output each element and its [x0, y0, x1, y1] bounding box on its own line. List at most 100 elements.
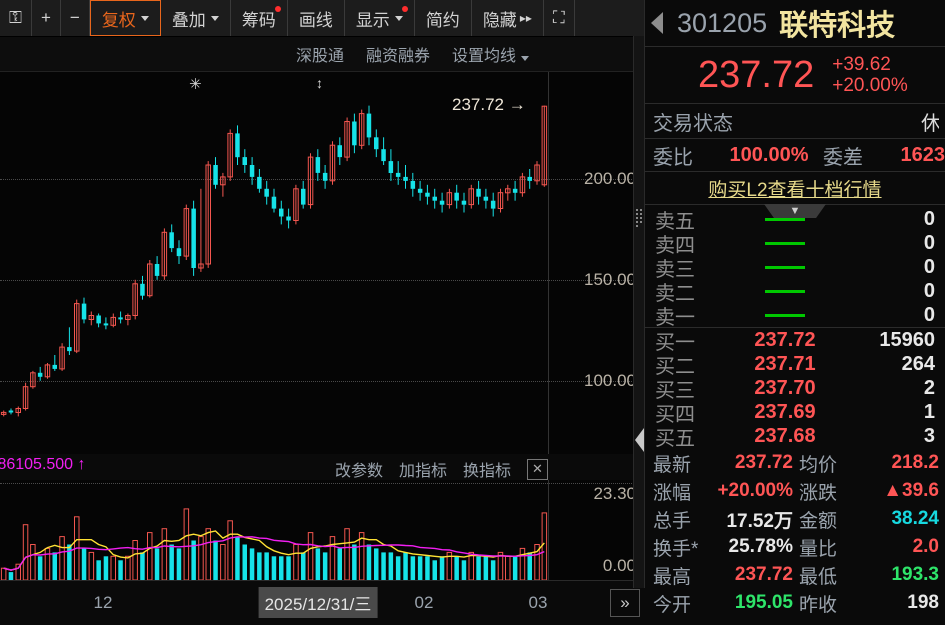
volume-series: [0, 508, 548, 580]
scroll-forward-button[interactable]: »: [610, 589, 640, 617]
toolbar-lock-label: ⚿: [9, 8, 22, 27]
toolbar-chips-button[interactable]: 筹码: [231, 0, 288, 36]
toolbar-adjust-label: 复权: [101, 10, 136, 30]
close-indicator-icon[interactable]: ✕: [527, 458, 548, 480]
toolbar-draw-button[interactable]: 画线: [288, 0, 345, 36]
volume-chart[interactable]: 23.30 0.00: [0, 480, 644, 580]
date-label-02: 02: [414, 593, 434, 612]
order-volume: 0: [923, 255, 935, 278]
toolbar-zoom-out-label: −: [69, 8, 80, 27]
back-arrow-icon[interactable]: [651, 12, 663, 34]
stats-row: 最新 237.72 均价 218.2: [645, 449, 945, 477]
stat-cell: 涨跌 ▲39.6: [799, 478, 945, 505]
stats-table: 最新 237.72 均价 218.2 涨幅 +20.00% 涨跌 ▲39.6 总手 17.52万金…: [645, 448, 945, 617]
no-price-dash-icon: [765, 217, 805, 221]
resize-grip-handle[interactable]: [635, 208, 643, 227]
volume-gridline-top: [0, 483, 644, 484]
ratio-value: 100.00%: [729, 143, 809, 166]
toolbar-overlay-button[interactable]: 叠加: [161, 0, 231, 36]
l2-promo-link[interactable]: 购买L2查看十档行情: [708, 179, 882, 201]
stock-code: 301205: [677, 7, 768, 38]
stat-value: 237.72: [734, 564, 793, 585]
order-volume: 2: [923, 376, 935, 399]
toolbar-adjust-button[interactable]: 复权: [89, 0, 161, 36]
toolbar-chips-label: 筹码: [241, 10, 276, 30]
order-price: 237.69: [754, 400, 816, 423]
sell-order-row[interactable]: 卖二 0: [645, 279, 945, 305]
order-volume: 3: [923, 424, 935, 447]
toolbar-zoom-in-icon[interactable]: +: [32, 0, 61, 36]
stat-label: 昨收: [799, 594, 838, 616]
sell-order-row[interactable]: 卖一 0: [645, 303, 945, 329]
order-volume: 0: [923, 279, 935, 302]
buy-order-row[interactable]: 买二 237.71 264: [645, 352, 945, 378]
gridline-100: [0, 381, 644, 382]
order-level-label: 卖一: [655, 306, 695, 329]
indicator-action-2[interactable]: 换指标: [462, 463, 511, 480]
sublink-2[interactable]: 设置均线: [452, 42, 529, 66]
date-label-12: 12: [93, 593, 113, 612]
gridline-200: [0, 179, 644, 180]
stats-row: 换手* 25.78% 量比 2.0: [645, 533, 945, 561]
trading-status-value: 休: [921, 112, 939, 135]
order-level-label: 买二: [655, 355, 695, 378]
candlestick-chart[interactable]: ✳ ↕ 237.72 → 200.00 150.00 100.00: [0, 72, 644, 454]
sell-order-row[interactable]: 卖三 0: [645, 255, 945, 281]
indicator-action-0[interactable]: 改参数: [334, 463, 383, 480]
toolbar-simple-label: 简约: [425, 10, 460, 30]
order-level-label: 卖三: [655, 258, 695, 281]
toolbar-simple-button[interactable]: 简约: [415, 0, 472, 36]
no-price-dash-icon: [765, 265, 805, 269]
toolbar-lock-icon[interactable]: ⚿: [0, 0, 32, 36]
stat-label: 总手: [653, 510, 692, 532]
stat-cell: 最高 237.72: [653, 562, 799, 589]
toolbar-zoom-out-icon[interactable]: −: [61, 0, 90, 36]
notification-dot-icon: [274, 6, 281, 12]
stat-value: 2.0: [912, 536, 939, 557]
toolbar-hide-button[interactable]: 隐藏 ▸▸: [472, 0, 544, 36]
change-absolute: +39.62: [832, 53, 891, 75]
sublink-label: 融资融券: [365, 48, 430, 65]
sublink-1[interactable]: 融资融券: [366, 42, 430, 66]
stat-cell: 今开 195.05: [653, 590, 799, 617]
sell-order-row[interactable]: 卖四 0: [645, 231, 945, 257]
chevron-down-icon[interactable]: ▼: [764, 204, 826, 218]
stat-label: 换手*: [653, 538, 699, 560]
order-volume: 0: [923, 207, 935, 230]
stat-cell: 最低 193.3: [799, 562, 945, 589]
toolbar-display-button[interactable]: 显示: [345, 0, 415, 36]
toolbar-hide-label: 隐藏: [482, 10, 517, 30]
arrow-marker-icon[interactable]: ↕: [316, 75, 323, 91]
indicator-action-1[interactable]: 加指标: [398, 463, 447, 480]
order-level-label: 买四: [655, 403, 695, 426]
sublink-0[interactable]: 深股通: [296, 42, 344, 66]
chevron-down-icon: [140, 15, 149, 21]
sell-order-row[interactable]: 卖五 0: [645, 207, 945, 233]
volume-label-max: 23.30: [593, 484, 636, 503]
chart-pane: ⚿ + − 复权 叠加 筹码 画线 显示 简约 隐藏 ▸▸ ⛶ 深股通 融资融券 设置均线 ✳ ↕ 237…: [0, 0, 644, 618]
order-volume: 15960: [879, 328, 935, 351]
callout-price: 237.72: [452, 95, 504, 114]
diff-value: 1623: [900, 143, 945, 166]
toolbar-fullscreen-icon[interactable]: ⛶: [544, 0, 575, 36]
stat-cell: 总手 17.52万: [653, 506, 799, 533]
buy-order-row[interactable]: 买一 237.72 15960: [645, 328, 945, 354]
buy-order-row[interactable]: 买四 237.69 1: [645, 400, 945, 426]
expand-panel-arrow-icon[interactable]: [635, 428, 644, 452]
volume-label-min: 0.00: [602, 556, 636, 575]
sun-marker-icon[interactable]: ✳: [189, 76, 202, 93]
notification-dot-icon: [401, 6, 408, 12]
order-price: 237.68: [754, 424, 816, 447]
buy-order-row[interactable]: 买三 237.70 2: [645, 376, 945, 402]
chart-toolbar: ⚿ + − 复权 叠加 筹码 画线 显示 简约 隐藏 ▸▸ ⛶: [0, 0, 644, 37]
stat-value: 38.24: [891, 508, 939, 529]
indicator-value: :86105.500 ↑: [0, 456, 86, 473]
quote-header: 301205 联特科技: [645, 0, 945, 47]
l2-promo-banner[interactable]: 购买L2查看十档行情: [645, 172, 945, 205]
order-volume: 0: [923, 231, 935, 254]
date-label-03: 03: [528, 593, 548, 612]
stats-row: 总手 17.52万 金额 38.24: [645, 505, 945, 533]
toolbar-zoom-in-label: +: [40, 8, 51, 27]
stock-name: 联特科技: [779, 10, 896, 42]
buy-order-row[interactable]: 买五 237.68 3: [645, 424, 945, 450]
